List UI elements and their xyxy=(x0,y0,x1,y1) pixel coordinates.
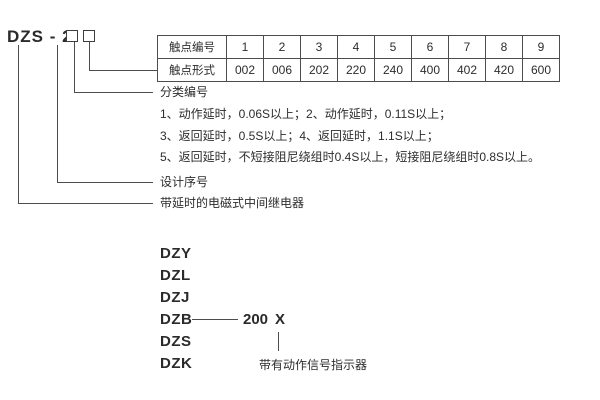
table-row-contact-form: 触点形式 002 006 202 220 240 400 402 420 600 xyxy=(157,58,560,82)
series-item-dzk: DZK xyxy=(160,355,193,372)
variant-note-label: 带有动作信号指示器 xyxy=(259,358,368,372)
spec-box-contact-form xyxy=(83,30,95,42)
dzb-number: 200 xyxy=(243,311,269,328)
leader-line-relay-description xyxy=(18,45,153,204)
table-cell: 400 xyxy=(411,58,449,82)
table-cell: 8 xyxy=(485,35,523,59)
note-line: 1、动作延时，0.06S以上；2、动作延时，0.11S以上； xyxy=(160,107,452,121)
variant-leader-line xyxy=(278,332,279,351)
relay-description-label: 带延时的电磁式中间继电器 xyxy=(160,196,305,210)
note-line: 3、返回延时，0.5S以上；4、返回延时，1.1S以上； xyxy=(160,128,439,143)
table-cell: 6 xyxy=(411,35,449,59)
series-item-dzy: DZY xyxy=(160,245,192,262)
model-code: DZS - 2 xyxy=(7,27,73,46)
series-item-dzj: DZJ xyxy=(160,289,190,306)
table-cell: 240 xyxy=(374,58,412,82)
leader-line-classification xyxy=(74,42,153,93)
series-item-dzl: DZL xyxy=(160,267,191,284)
leader-line-design-serial xyxy=(57,45,153,183)
table-cell: 220 xyxy=(337,58,375,82)
table-cell: 1 xyxy=(226,35,264,59)
table-cell: 006 xyxy=(263,58,301,82)
classification-notes: 1、动作延时，0.06S以上；2、动作延时，0.11S以上； 3、返回延时，0.… xyxy=(160,104,540,169)
table-cell: 2 xyxy=(263,35,301,59)
table-row-contact-number: 触点编号 1 2 3 4 5 6 7 8 9 xyxy=(157,35,560,59)
leader-line-contact-form xyxy=(89,42,158,71)
table-cell: 600 xyxy=(522,58,560,82)
table-cell: 202 xyxy=(300,58,338,82)
spec-box-classification xyxy=(66,30,78,42)
note-line: 5、返回延时，不短接阻尼绕组时0.4S以上，短接阻尼绕组时0.8S以上。 xyxy=(160,150,541,164)
dzb-connector-line xyxy=(192,319,238,320)
dzb-variant: X xyxy=(275,311,286,328)
table-cell: 402 xyxy=(448,58,486,82)
model-series-list: DZY DZL DZJ DZB DZS DZK xyxy=(160,243,192,375)
design-serial-label: 设计序号 xyxy=(160,175,209,189)
table-cell: 5 xyxy=(374,35,412,59)
table-cell: 002 xyxy=(226,58,264,82)
classification-label: 分类编号 xyxy=(160,85,209,99)
contact-form-table: 触点编号 1 2 3 4 5 6 7 8 9 触点形式 002 006 202 … xyxy=(157,35,560,82)
table-cell: 3 xyxy=(300,35,338,59)
row-header-contact-number: 触点编号 xyxy=(157,35,227,59)
table-cell: 7 xyxy=(448,35,486,59)
row-header-contact-form: 触点形式 xyxy=(157,58,227,82)
series-item-dzs: DZS xyxy=(160,333,192,350)
table-cell: 9 xyxy=(522,35,560,59)
table-cell: 420 xyxy=(485,58,523,82)
table-cell: 4 xyxy=(337,35,375,59)
series-item-dzb: DZB xyxy=(160,311,193,328)
